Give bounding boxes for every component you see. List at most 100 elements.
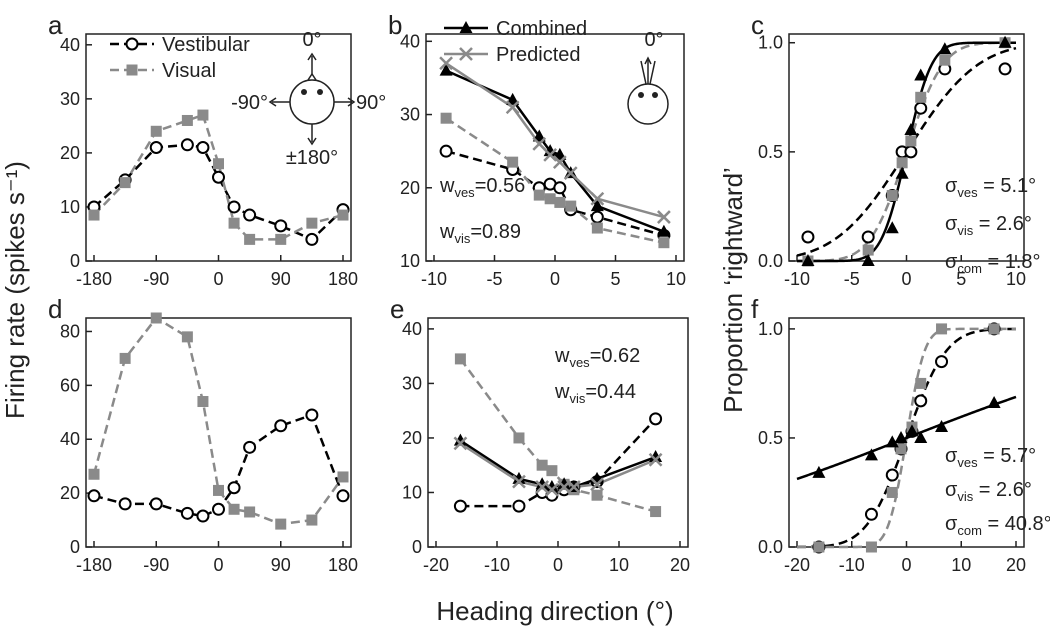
panel-label: e [390,294,404,324]
marker [506,92,520,105]
annotation: σves = 5.1° [945,175,1036,200]
annotation-sub: vis [957,489,973,504]
marker [149,497,163,511]
y-tick-label: 20 [60,483,80,503]
marker [553,181,567,195]
marker [998,35,1012,48]
marker [554,196,566,208]
marker [212,170,225,184]
annotation-sub: vis [957,223,973,238]
y-tick-label: 30 [402,373,422,393]
marker [227,200,241,214]
annotation-symbol: σ [945,479,958,501]
x-axis-label: Heading direction (°) [436,596,673,626]
annotation-sub: com [957,523,982,538]
x-tick-label: -20 [423,555,449,575]
x-tick-label: -90 [143,269,169,289]
marker [812,465,826,478]
marker [535,480,550,494]
marker [649,450,663,463]
annotation-sub: com [957,261,982,276]
panel-label: c [751,10,764,40]
marker [150,125,162,137]
x-tick-label: 20 [1006,555,1026,575]
annotation: σves = 5.7° [945,445,1036,470]
marker [336,489,350,503]
y-tick-label: 0 [70,251,80,271]
marker [512,499,526,513]
marker [306,217,318,229]
marker [544,193,556,205]
series-line [93,413,345,518]
marker [180,138,194,152]
annotation-text: = 2.6° [973,213,1032,235]
x-tick-label: 90 [271,269,291,289]
marker [243,208,257,222]
annotation-sub: ves [957,455,978,470]
legend-label: Vestibular [162,34,250,56]
marker [535,477,549,490]
marker [150,312,162,324]
marker [337,209,349,221]
annotation-symbol: σ [945,513,958,535]
marker [306,514,318,526]
marker [915,91,927,103]
y-tick-label: 10 [400,251,420,271]
marker [149,141,163,154]
marker [439,56,453,71]
marker [914,430,928,443]
marker [658,237,670,249]
icon-label: ±180° [286,147,338,169]
icon-label: -90° [231,92,268,114]
marker [439,144,453,158]
y-tick-label: 0 [412,537,422,557]
x-tick-label: -10 [484,555,510,575]
annotation-symbol: σ [945,251,958,273]
panel-label: a [48,10,63,40]
legend-label: Predicted [496,44,581,66]
y-tick-label: 0.0 [758,251,783,271]
marker [197,396,209,408]
x-tick-label: -10 [839,555,865,575]
annotation: σvis = 2.6° [945,479,1032,504]
marker [545,480,559,493]
fit-curve [796,395,1017,481]
heading-icon [627,56,669,125]
marker [244,233,256,245]
marker [212,502,225,516]
marker [228,217,240,229]
annotation: σcom = 40.8° [945,513,1050,538]
y-tick-label: 30 [60,89,80,109]
marker [566,480,581,494]
marker [546,465,558,477]
y-tick-label: 10 [60,197,80,217]
marker [181,114,193,126]
x-tick-label: -180 [76,555,112,575]
annotation-sub: vis [569,391,585,406]
marker [512,471,526,484]
y-tick-label: 40 [60,35,80,55]
x-tick-label: 0 [901,269,911,289]
annotation: wvis=0.89 [439,221,521,246]
marker [914,101,928,115]
marker [274,219,288,233]
annotation-text: = 5.1° [978,175,1037,197]
marker [936,323,948,335]
marker [938,42,952,55]
marker [886,190,898,202]
marker [591,222,603,234]
marker [657,210,671,224]
x-tick-label: 0 [213,555,223,575]
legend-marker [125,37,139,51]
annotation-symbol: w [554,381,570,403]
marker [274,419,288,433]
annotation-text: =0.56 [475,175,526,197]
marker [545,482,559,497]
marker [801,254,815,266]
x-tick-label: 180 [328,555,358,575]
marker [196,141,210,154]
marker [87,489,101,503]
marker [998,62,1012,76]
marker [563,166,578,181]
annotation: wvis=0.44 [554,381,636,406]
